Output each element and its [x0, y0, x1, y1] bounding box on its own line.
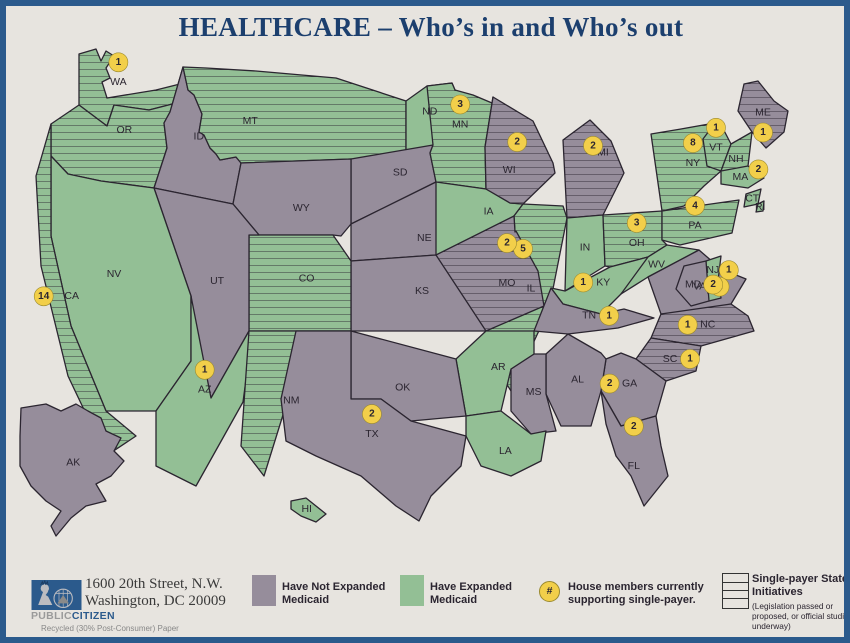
svg-text:1: 1 [116, 57, 122, 68]
svg-text:2: 2 [631, 421, 637, 432]
svg-text:AL: AL [571, 373, 584, 385]
svg-text:1: 1 [726, 265, 732, 276]
svg-text:4: 4 [692, 200, 698, 211]
svg-text:8: 8 [690, 138, 696, 149]
svg-text:2: 2 [590, 140, 596, 151]
svg-text:KY: KY [596, 276, 610, 288]
svg-text:5: 5 [520, 243, 526, 254]
svg-text:WA: WA [110, 76, 127, 88]
svg-text:NM: NM [283, 394, 299, 406]
svg-text:1: 1 [760, 127, 766, 138]
svg-text:NE: NE [417, 232, 432, 244]
svg-text:PA: PA [688, 220, 701, 232]
svg-text:OK: OK [395, 381, 410, 393]
svg-text:2: 2 [756, 164, 762, 175]
svg-text:2: 2 [369, 409, 375, 420]
svg-text:MO: MO [499, 277, 516, 289]
svg-text:FL: FL [628, 460, 640, 472]
svg-text:UT: UT [210, 275, 225, 287]
svg-text:1: 1 [713, 122, 719, 133]
svg-text:SC: SC [663, 353, 678, 365]
svg-text:IL: IL [527, 283, 536, 295]
svg-text:ND: ND [422, 106, 438, 118]
svg-text:CO: CO [299, 272, 315, 284]
svg-text:ME: ME [755, 106, 771, 118]
svg-text:ID: ID [194, 131, 205, 143]
svg-text:2: 2 [710, 279, 716, 290]
svg-text:2: 2 [607, 378, 613, 389]
svg-text:VT: VT [709, 142, 723, 154]
svg-text:1: 1 [685, 319, 691, 330]
svg-text:MN: MN [452, 118, 468, 130]
svg-text:3: 3 [457, 99, 463, 110]
svg-text:2: 2 [514, 137, 520, 148]
svg-text:TN: TN [582, 310, 596, 322]
svg-text:MS: MS [526, 386, 542, 398]
svg-text:NV: NV [107, 268, 122, 280]
svg-text:14: 14 [38, 291, 50, 302]
svg-text:AK: AK [66, 457, 80, 469]
svg-text:NH: NH [728, 153, 743, 165]
svg-text:SD: SD [393, 166, 408, 178]
svg-text:WV: WV [648, 258, 665, 270]
svg-text:IA: IA [484, 205, 494, 217]
svg-text:GA: GA [622, 377, 637, 389]
svg-text:NJ: NJ [706, 264, 719, 276]
svg-text:NY: NY [686, 157, 701, 169]
svg-text:OR: OR [117, 124, 133, 136]
svg-text:RI: RI [755, 201, 766, 213]
svg-text:HI: HI [301, 503, 312, 515]
svg-text:LA: LA [499, 445, 512, 457]
svg-text:1: 1 [202, 364, 208, 375]
svg-text:1: 1 [606, 310, 612, 321]
svg-text:KS: KS [415, 285, 429, 297]
svg-text:WY: WY [293, 202, 310, 214]
svg-text:AR: AR [491, 361, 506, 373]
svg-text:CA: CA [64, 290, 79, 302]
svg-text:1: 1 [687, 354, 693, 365]
svg-text:OH: OH [629, 237, 645, 249]
svg-text:AZ: AZ [198, 384, 212, 396]
svg-text:2: 2 [504, 238, 510, 249]
svg-text:3: 3 [634, 218, 640, 229]
svg-text:MA: MA [733, 171, 749, 183]
svg-text:WI: WI [503, 164, 516, 176]
svg-text:MT: MT [243, 115, 259, 127]
svg-text:TX: TX [365, 428, 378, 440]
svg-text:1: 1 [580, 277, 586, 288]
svg-text:IN: IN [580, 241, 591, 253]
svg-text:MD: MD [685, 278, 702, 290]
svg-text:NC: NC [700, 319, 716, 331]
